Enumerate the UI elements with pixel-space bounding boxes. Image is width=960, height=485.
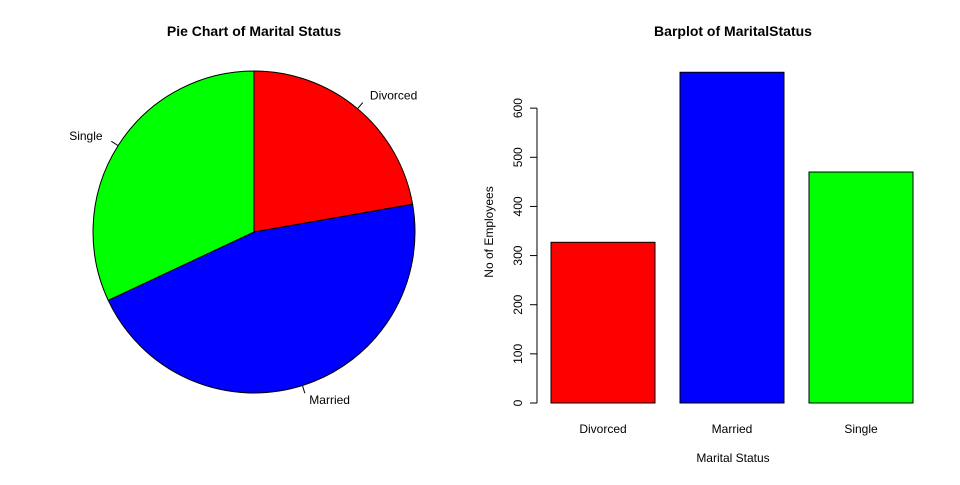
pie-slices — [92, 70, 416, 394]
x-tick-label-single: Single — [844, 422, 878, 436]
y-tick-label-100: 100 — [511, 344, 525, 364]
bar-single — [808, 171, 914, 404]
pie-leader-divorced — [357, 102, 364, 110]
x-tick-label-divorced: Divorced — [579, 422, 626, 436]
x-tick-labels: Divorced Married Single — [579, 422, 878, 436]
y-axis: 0 100 200 300 400 500 600 — [511, 98, 538, 406]
pie-chart-panel: Pie Chart of Marital Status Divorced Marr… — [69, 23, 417, 407]
bars — [550, 71, 914, 404]
pie-slice-divorced — [253, 70, 414, 233]
bar-chart-panel: Barplot of MaritalStatus 0 100 200 300 400 50… — [482, 23, 914, 465]
pie-slice-married — [107, 203, 416, 394]
pie-label-married: Married — [309, 393, 350, 407]
y-tick-label-600: 600 — [511, 98, 525, 118]
pie-leader-single — [111, 140, 119, 147]
y-tick-label-500: 500 — [511, 147, 525, 167]
y-tick-label-200: 200 — [511, 294, 525, 314]
pie-label-single: Single — [69, 129, 103, 143]
x-tick-label-married: Married — [712, 422, 753, 436]
bar-divorced — [550, 241, 656, 404]
bar-chart-title: Barplot of MaritalStatus — [654, 23, 812, 39]
y-tick-label-0: 0 — [511, 399, 525, 406]
pie-label-divorced: Divorced — [370, 89, 417, 103]
x-axis-label: Marital Status — [696, 451, 769, 465]
pie-slice-single — [92, 70, 255, 301]
bar-married — [679, 71, 785, 404]
y-tick-label-300: 300 — [511, 245, 525, 265]
y-axis-label: No of Employees — [482, 186, 496, 277]
pie-chart-title: Pie Chart of Marital Status — [167, 23, 341, 39]
pie-leader-married — [301, 385, 306, 394]
pie-labels: Divorced Married Single — [69, 89, 417, 407]
y-tick-label-400: 400 — [511, 196, 525, 216]
